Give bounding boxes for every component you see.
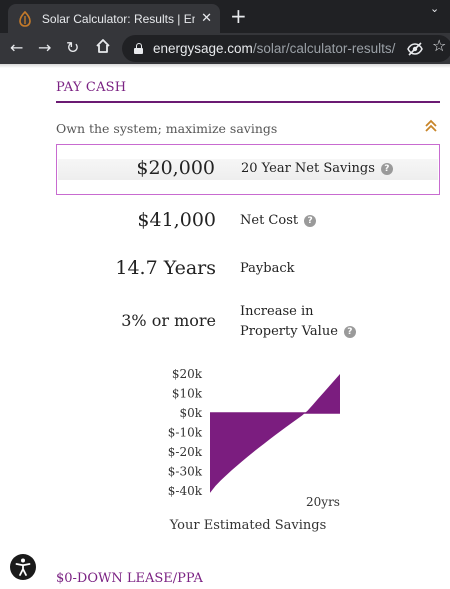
y-tick-label: $10k	[172, 387, 203, 401]
eye-off-icon[interactable]	[407, 41, 423, 60]
help-icon[interactable]: ?	[343, 325, 356, 338]
browser-toolbar: ← → ↻ energysage.com/solar/calculator-re…	[0, 33, 450, 64]
tab-search-chevron-icon[interactable]: ⌄	[430, 2, 440, 15]
url-text: energysage.com/solar/calculator-results/	[153, 41, 396, 56]
net-savings-label: 20 Year Net Savings?	[241, 159, 393, 179]
double-chevron-up-icon[interactable]	[424, 118, 438, 137]
y-tick-label: $-30k	[168, 465, 203, 479]
net-cost-value: $41,000	[137, 209, 216, 231]
help-icon[interactable]: ?	[304, 214, 317, 227]
net-savings-value: $20,000	[136, 157, 215, 179]
section-title-pay-cash: PAY CASH	[56, 80, 127, 95]
reload-icon[interactable]: ↻	[66, 38, 80, 57]
address-bar[interactable]: energysage.com/solar/calculator-results/…	[122, 35, 450, 62]
property-value-row: 3% or more Increase in Property Value?	[56, 302, 440, 342]
back-arrow-icon[interactable]: ←	[10, 38, 24, 57]
y-tick-label: $-40k	[168, 484, 203, 498]
section-title-lease-ppa: $0-DOWN LEASE/PPA	[56, 571, 203, 586]
toolbar-shadow	[0, 64, 450, 68]
energysage-favicon-icon	[16, 10, 34, 28]
forward-arrow-icon[interactable]: →	[38, 38, 52, 57]
y-tick-label: $-20k	[168, 445, 203, 459]
savings-chart: $20k $10k $0k $-10k $-20k $-30k $-40k 20yrs	[160, 360, 360, 520]
lock-icon[interactable]	[134, 43, 143, 54]
tab-close-icon[interactable]: ✕	[201, 11, 212, 26]
property-value-value: 3% or more	[121, 311, 216, 330]
chart-title: Your Estimated Savings	[169, 518, 327, 533]
payback-label: Payback	[240, 261, 295, 276]
new-tab-button[interactable]: +	[230, 4, 247, 28]
accessibility-icon[interactable]	[10, 554, 36, 580]
section-subhead: Own the system; maximize savings	[56, 121, 278, 136]
home-icon[interactable]	[95, 38, 111, 60]
payback-row: 14.7 Years Payback	[56, 256, 440, 286]
savings-area	[210, 374, 340, 493]
payback-value: 14.7 Years	[115, 257, 216, 279]
y-tick-label: $-10k	[168, 426, 203, 440]
y-tick-label: $0k	[179, 406, 202, 420]
section-divider	[56, 101, 440, 103]
browser-tab[interactable]: Solar Calculator: Results | EnergySage ✕	[8, 4, 220, 33]
bookmark-star-icon[interactable]: ☆	[432, 36, 447, 55]
savings-chart-svg: $20k $10k $0k $-10k $-20k $-30k $-40k 20yrs	[168, 367, 340, 509]
tab-title: Solar Calculator: Results | EnergySage	[41, 11, 196, 26]
net-cost-row: $41,000 Net Cost?	[56, 208, 440, 238]
property-value-label: Increase in Property Value?	[240, 302, 356, 342]
x-tick-label: 20yrs	[306, 495, 340, 509]
net-savings-row: $20,000 20 Year Net Savings?	[56, 144, 440, 195]
net-cost-label: Net Cost?	[240, 211, 317, 231]
y-tick-label: $20k	[172, 367, 203, 381]
row-highlight-band	[58, 159, 438, 180]
browser-tab-bar: Solar Calculator: Results | EnergySage ✕…	[0, 0, 450, 33]
help-icon[interactable]: ?	[380, 162, 393, 175]
